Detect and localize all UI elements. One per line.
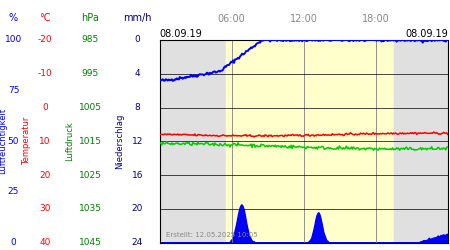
Text: 08.09.19: 08.09.19 [160,29,202,39]
Bar [160,40,226,242]
Text: 100: 100 [5,36,22,44]
Text: 20: 20 [39,170,51,179]
Text: 0: 0 [42,103,48,112]
Text: 1015: 1015 [78,137,102,146]
Text: 995: 995 [81,69,99,78]
Text: 0: 0 [135,36,140,44]
Text: °C: °C [39,12,51,22]
Text: 08.09.19: 08.09.19 [405,29,448,39]
Text: Niederschlag: Niederschlag [115,114,124,169]
Text: 1025: 1025 [79,170,101,179]
Text: 75: 75 [8,86,19,95]
Text: 24: 24 [131,238,143,247]
Bar [394,40,448,242]
Text: Temperatur: Temperatur [22,117,32,166]
Bar [226,40,394,242]
Text: 40: 40 [39,238,51,247]
Text: -20: -20 [38,36,52,44]
Text: -10: -10 [38,69,52,78]
Text: 10: 10 [39,137,51,146]
Text: 0: 0 [11,238,16,247]
Text: mm/h: mm/h [123,12,152,22]
Text: 18:00: 18:00 [362,14,390,24]
Text: %: % [9,12,18,22]
Text: 12:00: 12:00 [290,14,318,24]
Text: 12: 12 [131,137,143,146]
Text: Luftdruck: Luftdruck [65,122,74,161]
Text: 1045: 1045 [79,238,101,247]
Text: 20: 20 [131,204,143,213]
Text: 1005: 1005 [78,103,102,112]
Text: 985: 985 [81,36,99,44]
Text: 1035: 1035 [78,204,102,213]
Text: 30: 30 [39,204,51,213]
Text: Luftfeuchtigkeit: Luftfeuchtigkeit [0,108,7,174]
Text: hPa: hPa [81,12,99,22]
Text: 06:00: 06:00 [218,14,246,24]
Text: 16: 16 [131,170,143,179]
Text: 8: 8 [135,103,140,112]
Text: 50: 50 [8,137,19,146]
Text: 25: 25 [8,188,19,196]
Text: Erstellt: 12.05.2025 10:05: Erstellt: 12.05.2025 10:05 [166,232,257,238]
Text: 4: 4 [135,69,140,78]
